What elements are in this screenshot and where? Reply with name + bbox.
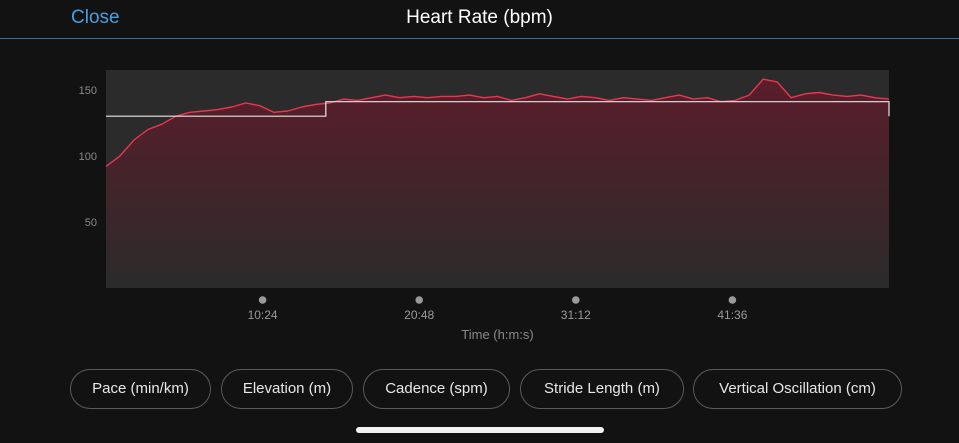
- y-tick-label: 150: [79, 85, 97, 97]
- x-tick-dot: [415, 296, 424, 304]
- metric-selector: Pace (min/km) Elevation (m) Cadence (spm) S…: [0, 369, 959, 411]
- average-step-line: [106, 101, 890, 117]
- header-bar: Close Heart Rate (bpm): [0, 0, 959, 39]
- y-tick-label: 50: [85, 217, 97, 229]
- metric-button-stride-length-m[interactable]: Stride Length (m): [520, 369, 684, 409]
- close-button[interactable]: Close: [71, 7, 120, 28]
- home-indicator[interactable]: [356, 427, 604, 433]
- metric-button-elevation-m[interactable]: Elevation (m): [221, 369, 353, 409]
- x-tick-label: 31:12: [561, 308, 591, 322]
- x-tick-label: 20:48: [404, 308, 434, 322]
- x-tick-dot: [728, 296, 737, 304]
- x-tick-label: 10:24: [248, 308, 278, 322]
- x-tick-label: 41:36: [717, 308, 747, 322]
- y-tick-label: 100: [79, 151, 97, 163]
- metric-button-pace-min-km[interactable]: Pace (min/km): [70, 369, 211, 409]
- page-title: Heart Rate (bpm): [406, 7, 553, 28]
- chart-svg: 150 100 50 10:24 20:48 31:12 41:36 Time (h:m:…: [79, 70, 890, 342]
- x-axis: 10:24 20:48 31:12 41:36: [248, 296, 748, 322]
- x-axis-title: Time (h:m:s): [461, 327, 533, 342]
- metric-button-vertical-oscillation-cm[interactable]: Vertical Oscillation (cm): [693, 369, 902, 409]
- y-axis: 150 100 50: [79, 85, 97, 229]
- heart-rate-chart: 150 100 50 10:24 20:48 31:12 41:36 Time (h:m:…: [0, 40, 959, 350]
- series-layer: [105, 78, 890, 288]
- x-tick-dot: [572, 296, 580, 304]
- heart-rate-area: [106, 79, 889, 288]
- x-tick-dot: [258, 296, 267, 304]
- heart-rate-line: [105, 78, 890, 167]
- metric-button-cadence-spm[interactable]: Cadence (spm): [363, 369, 510, 409]
